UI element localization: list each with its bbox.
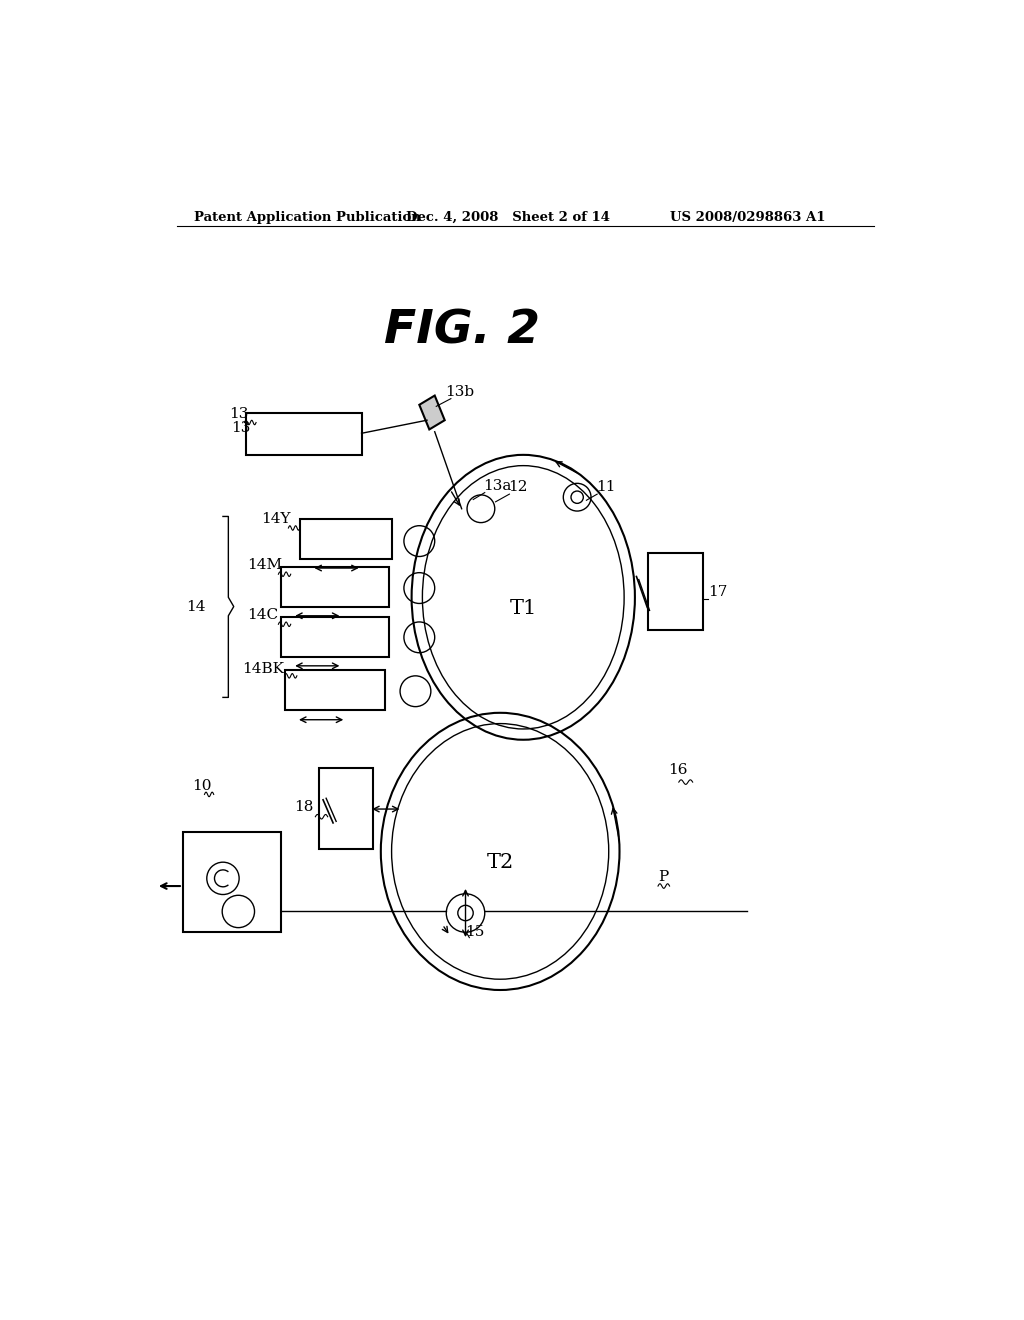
Text: 13a: 13a [483,479,512,492]
Text: FIG. 2: FIG. 2 [384,309,540,354]
Text: P: P [658,870,669,883]
Text: 13: 13 [230,421,250,434]
Text: 14Y: 14Y [261,512,291,525]
Text: Patent Application Publication: Patent Application Publication [194,211,421,224]
Text: 16: 16 [668,763,687,777]
Text: 10: 10 [193,779,212,793]
Text: T1: T1 [510,599,537,618]
Text: 18: 18 [295,800,314,814]
Polygon shape [419,396,444,429]
Text: 13b: 13b [444,384,474,399]
Text: 14: 14 [185,599,205,614]
Text: T2: T2 [486,854,514,873]
Text: Dec. 4, 2008   Sheet 2 of 14: Dec. 4, 2008 Sheet 2 of 14 [407,211,610,224]
Text: 15: 15 [466,925,485,939]
Text: 12: 12 [508,480,527,494]
Text: US 2008/0298863 A1: US 2008/0298863 A1 [670,211,825,224]
Text: 14M: 14M [248,558,283,572]
Text: 17: 17 [708,585,727,599]
Text: 13: 13 [229,407,249,421]
Text: 14BK: 14BK [243,661,285,676]
Text: 11: 11 [596,480,615,494]
Text: 14C: 14C [248,609,279,622]
